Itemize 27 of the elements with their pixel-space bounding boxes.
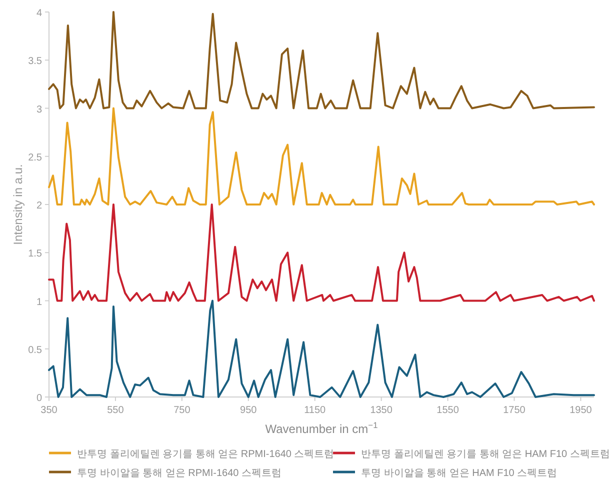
x-tick-label: 1950 [570,405,592,416]
x-axis-title: Wavenumber in cm$^{−1}$ [265,420,378,436]
legend-label: 반투명 폴리에틸렌 용기를 통해 얻은 RPMI-1640 스펙트럼 [77,449,334,460]
x-tick-label: 950 [240,405,258,416]
y-tick-label: 4 [36,8,42,19]
line-series [48,204,595,302]
line-series [48,107,595,206]
y-tick-label: 2 [36,200,42,212]
legend-label: 반투명 폴리에틸렌 용기를 통해 얻은 HAM F10 스펙트럼 [361,449,610,460]
x-tick-label: 350 [40,405,58,416]
x-tick-label: 1550 [436,405,460,416]
legend-label: 투명 바이알을 통해 얻은 HAM F10 스펙트럼 [361,468,558,479]
y-tick-label: 1 [36,296,42,308]
x-tick-label: 1150 [304,405,326,416]
y-axis-title: Intensity in a.u. [11,164,25,245]
y-tick-label: 3.5 [28,56,42,68]
y-tick-label: 0.5 [28,344,42,356]
y-tick-label: 3 [36,104,42,116]
x-tick-label: 1750 [503,405,526,416]
x-tick-label: 750 [174,405,191,416]
line-series [48,11,595,110]
x-tick-label: 1350 [370,405,393,416]
legend-label: 투명 바이알을 통해 얻은 RPMI-1640 스펙트럼 [77,468,282,479]
y-tick-label: 2.5 [28,152,42,164]
y-tick-label: 0 [36,393,42,404]
x-tick-label: 550 [107,405,124,416]
y-tick-label: 1.5 [28,248,42,260]
